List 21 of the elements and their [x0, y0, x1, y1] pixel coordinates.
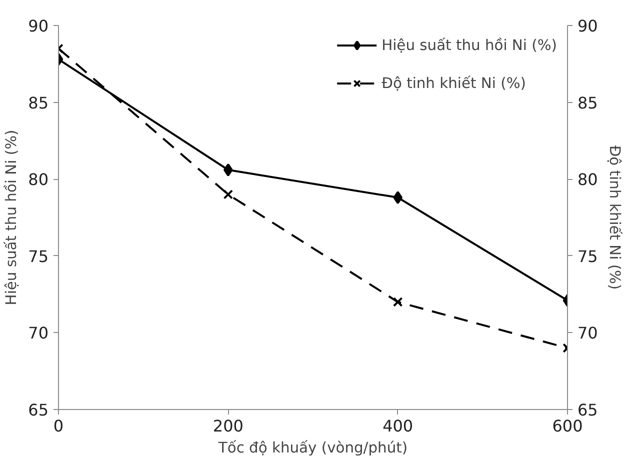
y2-tick-label: 80	[578, 170, 598, 190]
y-tick-label: 65	[28, 400, 48, 420]
y-tick-label: 70	[28, 324, 48, 343]
y2-tick-label: 65	[578, 400, 598, 420]
y-tick-label: 80	[28, 170, 48, 190]
x-tick-label: 400	[382, 416, 414, 436]
y-tick-label: 75	[28, 246, 48, 266]
x-tick-label: 200	[212, 416, 244, 436]
legend-label: Độ tinh khiết Ni (%)	[382, 74, 526, 92]
y-axis-title: Hiệu suất thu hồi Ni (%)	[3, 130, 20, 306]
y2-tick-label: 75	[578, 246, 598, 266]
y2-tick-label: 90	[578, 16, 598, 36]
legend-label: Hiệu suất thu hồi Ni (%)	[382, 36, 557, 54]
y-tick-label: 90	[28, 16, 48, 36]
x-tick-label: 600	[552, 416, 583, 436]
y2-tick-label: 70	[578, 324, 598, 343]
x-tick-label: 0	[53, 416, 64, 436]
y2-axis-title: Độ tinh khiết Ni (%)	[606, 145, 623, 290]
y2-tick-label: 85	[578, 93, 598, 112]
y-tick-label: 85	[28, 93, 48, 112]
x-axis-title: Tốc độ khuấy (vòng/phút)	[217, 440, 408, 456]
